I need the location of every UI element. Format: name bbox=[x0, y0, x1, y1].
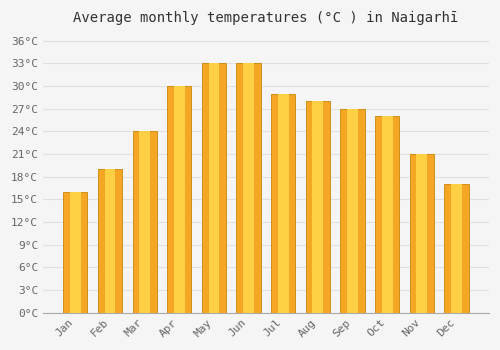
Bar bbox=[202, 63, 226, 313]
Bar bbox=[451, 184, 462, 313]
Bar bbox=[306, 101, 330, 313]
Title: Average monthly temperatures (°C ) in Naigarhī: Average monthly temperatures (°C ) in Na… bbox=[74, 11, 458, 25]
Bar bbox=[98, 169, 122, 313]
Bar bbox=[208, 63, 220, 313]
Bar bbox=[340, 109, 364, 313]
Bar bbox=[139, 131, 150, 313]
Bar bbox=[167, 86, 192, 313]
Bar bbox=[410, 154, 434, 313]
Bar bbox=[278, 94, 288, 313]
Bar bbox=[63, 192, 88, 313]
Bar bbox=[70, 192, 81, 313]
Bar bbox=[271, 94, 295, 313]
Bar bbox=[444, 184, 468, 313]
Bar bbox=[236, 63, 260, 313]
Bar bbox=[347, 109, 358, 313]
Bar bbox=[104, 169, 116, 313]
Bar bbox=[174, 86, 185, 313]
Bar bbox=[382, 116, 392, 313]
Bar bbox=[416, 154, 428, 313]
Bar bbox=[243, 63, 254, 313]
Bar bbox=[375, 116, 400, 313]
Bar bbox=[132, 131, 157, 313]
Bar bbox=[312, 101, 324, 313]
